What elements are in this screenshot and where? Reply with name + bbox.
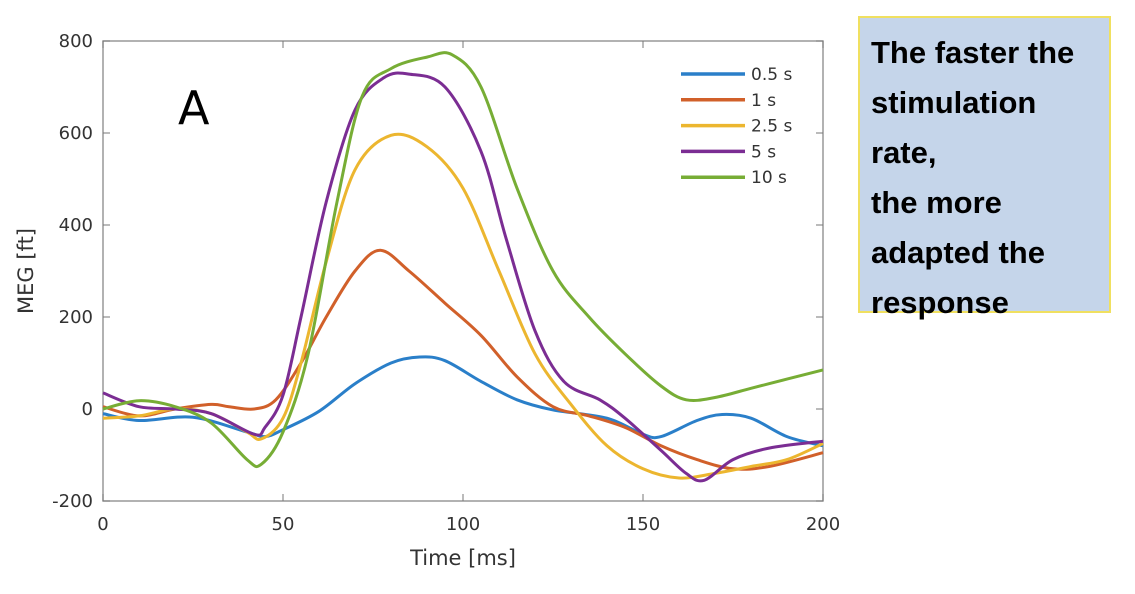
annotation-line: rate, (871, 135, 937, 170)
annotation-line: The faster the (871, 35, 1075, 70)
legend-label: 5 s (751, 142, 776, 162)
annotation-box: The faster the stimulation rate, the mor… (858, 16, 1111, 320)
y-tick-label: 0 (82, 399, 93, 420)
legend-label: 1 s (751, 91, 776, 111)
series-line-1-s (102, 248, 824, 471)
series-line-5-s (102, 71, 824, 483)
series-line-2-5-s (102, 132, 824, 480)
x-axis-label: Time [ms] (409, 546, 516, 570)
x-tick-label: 100 (446, 514, 480, 535)
x-tick-label: 150 (626, 514, 660, 535)
x-tick-label: 50 (272, 514, 295, 535)
y-tick-label: 400 (59, 215, 93, 236)
x-tick-label: 0 (97, 514, 108, 535)
panel-label: A (178, 81, 210, 135)
series-line-10-s (102, 51, 824, 469)
legend-label: 2.5 s (751, 117, 792, 137)
y-tick-label: -200 (52, 491, 93, 512)
y-tick-label: 200 (59, 307, 93, 328)
annotation-line: stimulation (871, 85, 1037, 120)
annotation-line: adapted the (871, 235, 1045, 270)
y-axis-label: MEG [ft] (14, 228, 38, 314)
annotation-line: response (871, 285, 1009, 320)
annotation-line: the more (871, 185, 1002, 220)
legend-label: 10 s (751, 168, 787, 188)
x-tick-label: 200 (806, 514, 840, 535)
y-tick-label: 800 (59, 31, 93, 52)
series-line-0-5-s (102, 355, 824, 448)
y-tick-label: 600 (59, 123, 93, 144)
legend-label: 0.5 s (751, 65, 792, 85)
